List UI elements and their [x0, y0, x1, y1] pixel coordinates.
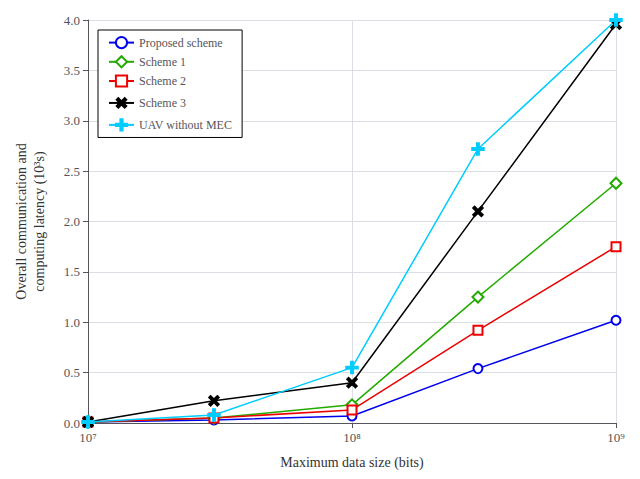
- svg-text:3.0: 3.0: [64, 113, 80, 128]
- svg-text:Scheme 3: Scheme 3: [139, 96, 186, 110]
- svg-text:10⁹: 10⁹: [607, 430, 625, 445]
- svg-text:4.0: 4.0: [64, 13, 80, 28]
- svg-text:1.0: 1.0: [64, 315, 80, 330]
- svg-text:1.5: 1.5: [64, 264, 80, 279]
- svg-text:2.5: 2.5: [64, 164, 80, 179]
- svg-text:UAV without MEC: UAV without MEC: [139, 118, 232, 132]
- svg-text:3.5: 3.5: [64, 63, 80, 78]
- svg-text:2.0: 2.0: [64, 214, 80, 229]
- svg-text:Maximum data size (bits): Maximum data size (bits): [280, 455, 424, 471]
- svg-text:Scheme 1: Scheme 1: [139, 55, 186, 69]
- svg-text:10⁸: 10⁸: [343, 430, 361, 445]
- svg-text:0.5: 0.5: [64, 365, 80, 380]
- svg-text:Proposed scheme: Proposed scheme: [139, 36, 223, 50]
- svg-text:Overall communication and: Overall communication and: [14, 143, 29, 299]
- svg-text:Scheme 2: Scheme 2: [139, 74, 186, 88]
- svg-text:computing latency (10³s): computing latency (10³s): [32, 151, 48, 292]
- svg-text:0.0: 0.0: [64, 416, 80, 431]
- svg-text:10⁷: 10⁷: [79, 430, 97, 445]
